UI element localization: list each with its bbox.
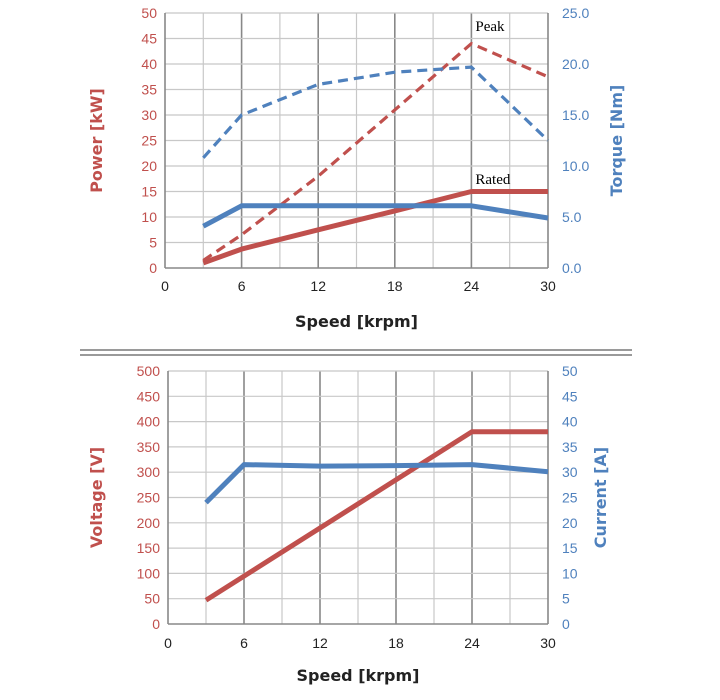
y-tick-label-left: 5 [149,235,157,251]
y-axis-title-right: Current [A] [591,447,610,548]
y-tick-label-right: 45 [562,388,578,404]
x-tick-label: 30 [540,635,556,651]
y-tick-label-left: 35 [141,82,157,98]
y-tick-label-right: 20 [562,515,578,531]
y-tick-label-left: 30 [141,107,157,123]
y-axis-title-left: Power [kW] [87,88,106,193]
y-tick-label-left: 20 [141,158,157,174]
y-tick-label-left: 300 [137,464,161,480]
y-tick-label-right: 20.0 [562,56,589,72]
y-tick-label-right: 30 [562,464,578,480]
y-tick-label-left: 50 [144,591,160,607]
y-tick-label-right: 0 [562,616,570,632]
y-tick-label-left: 45 [141,31,157,47]
y-tick-label-left: 150 [137,540,161,556]
y-tick-label-left: 40 [141,56,157,72]
annotation-label: Peak [475,19,505,35]
y-tick-label-left: 15 [141,184,157,200]
y-tick-label-left: 0 [152,616,160,632]
y-tick-label-left: 350 [137,439,161,455]
y-tick-label-right: 5.0 [562,209,582,225]
y-tick-label-right: 15.0 [562,107,589,123]
y-tick-label-right: 5 [562,591,570,607]
x-tick-label: 0 [161,278,169,294]
y-tick-label-right: 50 [562,363,578,379]
y-tick-label-left: 450 [137,388,161,404]
series-line-left-solid [202,189,548,266]
y-tick-label-left: 50 [141,5,157,21]
y-tick-label-left: 200 [137,515,161,531]
y-axis-title-right: Torque [Nm] [607,85,626,197]
y-axis-title-left: Voltage [V] [87,447,106,548]
x-tick-label: 18 [387,278,403,294]
panel-separator [80,349,632,356]
x-tick-label: 6 [240,635,248,651]
x-tick-label: 12 [312,635,328,651]
y-tick-label-right: 40 [562,414,578,430]
y-tick-label-left: 400 [137,414,161,430]
x-tick-label: 30 [540,278,556,294]
x-tick-label: 24 [464,278,480,294]
y-tick-label-right: 10 [562,565,578,581]
voltage-current-chart: 0501001502002503003504004505000510152025… [87,363,610,685]
y-tick-label-left: 10 [141,209,157,225]
y-tick-label-right: 0.0 [562,260,582,276]
y-tick-label-left: 100 [137,565,161,581]
series-line-left-dashed [202,41,549,262]
annotation-label: Rated [475,172,510,188]
grid [168,370,548,624]
x-axis-title: Speed [krpm] [295,312,418,331]
series-line-right-dashed [202,65,550,159]
y-tick-label-right: 25.0 [562,5,589,21]
x-axis-title: Speed [krpm] [297,666,420,685]
series-line-left-solid [204,429,548,603]
x-tick-label: 18 [388,635,404,651]
y-tick-label-left: 0 [149,260,157,276]
x-tick-label: 12 [310,278,326,294]
y-tick-label-right: 35 [562,439,578,455]
power-torque-chart: 0 5 10 15 20 25 30 35 40 45 50 0.0 5.0 10.0 15.0 20.0 25… [87,5,626,331]
grid [165,12,548,268]
y-tick-label-left: 250 [137,490,161,506]
x-tick-label: 6 [238,278,246,294]
x-tick-label: 0 [164,635,172,651]
series-line-right-solid [202,203,549,229]
y-tick-label-left: 25 [141,133,157,149]
x-tick-label: 24 [464,635,480,651]
y-tick-label-right: 10.0 [562,158,589,174]
series-line-right-solid [204,462,549,505]
y-tick-label-left: 500 [137,363,161,379]
y-tick-label-right: 15 [562,540,578,556]
y-tick-label-right: 25 [562,490,578,506]
